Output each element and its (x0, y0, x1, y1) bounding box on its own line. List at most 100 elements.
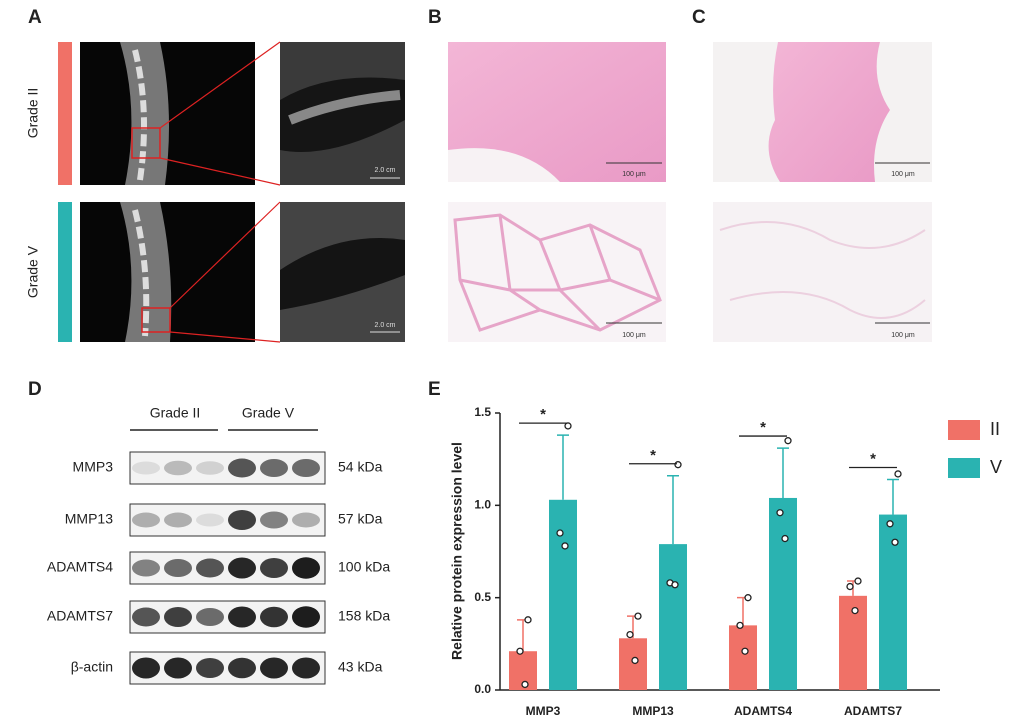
blot-band (228, 510, 256, 530)
blot-size: 54 kDa (338, 459, 383, 475)
blot-band (228, 657, 256, 679)
blot-frame (129, 503, 326, 537)
blot-band (228, 557, 256, 579)
panel-label: A (28, 7, 42, 28)
data-point (556, 529, 564, 537)
blot-band (132, 461, 160, 475)
blot-band (164, 512, 192, 528)
bar (659, 544, 687, 690)
blot-band (260, 606, 288, 628)
blot-band (260, 657, 288, 679)
scale-label: 2.0 cm (374, 322, 395, 329)
blot-size: 100 kDa (338, 559, 390, 575)
blot-band (132, 559, 160, 577)
legend-swatch (948, 458, 980, 478)
panel-label: C (692, 7, 706, 28)
panel-label: B (428, 7, 442, 28)
data-point (894, 470, 902, 478)
scale-label: 100 μm (891, 171, 915, 178)
data-point (891, 538, 899, 546)
blot-band (196, 608, 224, 626)
blot-band (164, 657, 192, 679)
data-point (671, 581, 679, 589)
blots: MMP3 54 kDa MMP13 57 kDa ADAMTS4 100 kDa ADAMT… (47, 451, 390, 685)
mri-image (80, 42, 255, 342)
data-point (736, 621, 744, 630)
y-tick-label: 0.0 (474, 682, 491, 696)
significance: * (760, 419, 766, 436)
bar (769, 497, 797, 690)
blot-size: 57 kDa (338, 511, 383, 527)
blot-band (132, 512, 160, 528)
x-tick-label: MMP13 (632, 704, 674, 718)
blot-frame (129, 600, 326, 634)
panel-label: D (28, 379, 42, 400)
blot-name: β-actin (71, 659, 113, 675)
row-label: Grade II (25, 88, 41, 139)
panel-label: E (428, 379, 441, 400)
blot-name: ADAMTS4 (47, 559, 113, 575)
data-point (516, 647, 524, 655)
legend-swatch (948, 420, 980, 440)
blot-name: MMP13 (65, 511, 113, 527)
data-point (776, 509, 784, 517)
bar (619, 638, 647, 690)
chart: Relative protein expression level 0.0 0.5… (449, 405, 1002, 718)
data-point (744, 594, 752, 602)
data-point (564, 422, 572, 430)
scale-label: 100 μm (622, 332, 646, 339)
significance: * (870, 450, 876, 467)
data-point (634, 612, 642, 620)
blot-band (196, 513, 224, 527)
error-bar (667, 475, 679, 545)
x-tick-label: ADAMTS4 (734, 704, 792, 718)
mri-zoom (159, 41, 405, 343)
blot-band (196, 461, 224, 475)
histology-image (448, 42, 666, 342)
blot-name: ADAMTS7 (47, 608, 113, 624)
data-point (631, 656, 639, 665)
data-point (781, 534, 789, 543)
y-tick-label: 0.5 (474, 590, 491, 604)
scale-label: 2.0 cm (374, 167, 395, 174)
data-point (561, 542, 569, 550)
data-point (886, 520, 894, 528)
data-point (854, 577, 862, 585)
data-point (741, 647, 749, 655)
blot-size: 43 kDa (338, 659, 383, 675)
data-point (846, 582, 854, 591)
data-point (521, 680, 529, 689)
scale-label: 100 μm (891, 332, 915, 339)
data-point (851, 606, 859, 615)
blot-name: MMP3 (73, 459, 114, 475)
legend-label: II (990, 419, 1000, 439)
blot-band (132, 657, 160, 679)
group-label: Grade II (150, 405, 201, 421)
x-tick-label: ADAMTS7 (844, 704, 902, 718)
data-point (784, 437, 792, 445)
significance: * (650, 447, 656, 464)
error-bar (777, 447, 789, 498)
blot-band (292, 459, 320, 477)
blot-band (292, 512, 320, 528)
histology-image (713, 42, 932, 342)
data-point (674, 461, 682, 469)
x-tick-label: MMP3 (526, 704, 561, 718)
y-tick-label: 1.5 (474, 405, 491, 419)
blot-band (164, 607, 192, 627)
blot-band (132, 607, 160, 627)
row-label: Grade V (25, 245, 41, 298)
bar (549, 499, 577, 690)
blot-band (292, 657, 320, 679)
data-point (626, 630, 634, 639)
legend-label: V (990, 457, 1002, 477)
blot-band (228, 458, 256, 478)
grade-bar (58, 202, 72, 342)
error-bar (887, 478, 899, 515)
blot-band (260, 459, 288, 477)
blot-size: 158 kDa (338, 608, 390, 624)
blot-band (260, 511, 288, 529)
scale-label: 100 μm (622, 171, 646, 178)
